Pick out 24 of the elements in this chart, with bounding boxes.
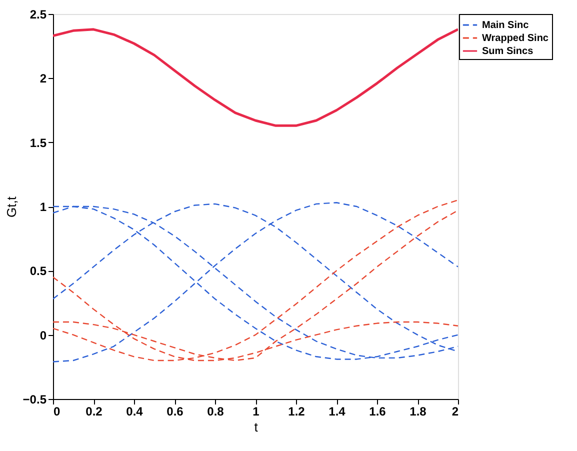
y-tick-label: 1 (40, 200, 47, 214)
y-tick-label: 2.5 (30, 8, 47, 22)
x-tick-label: 1 (252, 404, 260, 418)
x-tick-label: 0.2 (86, 404, 103, 418)
x-tick-label: 1.6 (369, 404, 386, 418)
legend-label: Wrapped Sinc (482, 33, 549, 44)
x-tick-label: 0.8 (207, 404, 224, 418)
x-tick-label: 1.8 (410, 404, 427, 418)
y-tick-label: 2 (40, 72, 47, 86)
legend-label: Main Sinc (482, 20, 530, 31)
y-tick-label: 1.5 (30, 136, 47, 150)
line-series (53, 28, 458, 127)
x-tick-label: 0 (54, 404, 60, 418)
x-tick-label: 1.4 (328, 404, 346, 418)
x-tick-label: 0.6 (166, 404, 184, 418)
x-tick-label: 0.4 (126, 404, 144, 418)
legend-label: Sum Sincs (482, 46, 534, 57)
y-axis-title: Gt,t (4, 196, 19, 218)
y-tick-label: 0 (40, 328, 47, 342)
x-tick-label: 2 (452, 404, 459, 418)
y-tick-label: −0.5 (22, 392, 47, 406)
x-tick-label: 1.2 (288, 404, 306, 418)
x-axis-title: t (254, 420, 258, 434)
y-tick-label: 0.5 (30, 264, 47, 278)
